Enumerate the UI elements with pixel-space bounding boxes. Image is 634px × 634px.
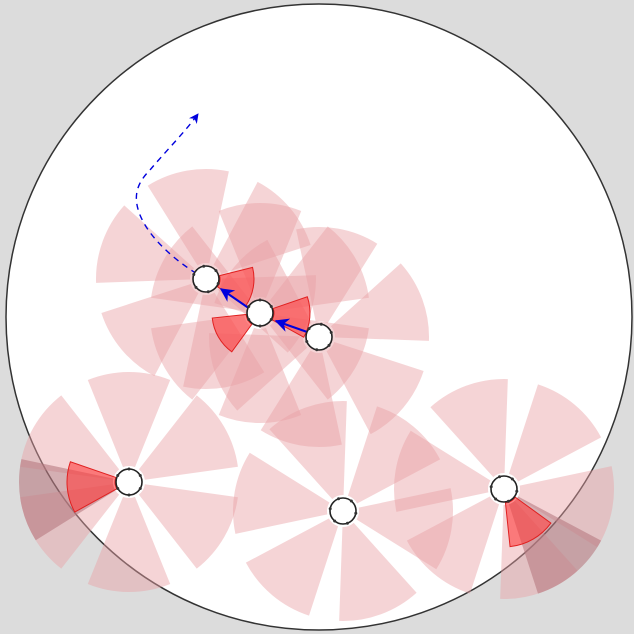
robot-body [305,323,333,351]
robot [489,475,519,503]
sensor-mount [489,485,493,489]
sensor-cone [356,488,453,570]
sensor-cone [232,452,330,534]
sensor-mount [258,324,262,328]
sensor-mount [315,348,319,352]
sensor-mount [247,318,251,321]
sensor-mount [258,298,262,302]
robot [115,467,143,497]
sensor-cone [20,395,120,480]
sensor-cone [347,406,441,504]
sensor-cone [517,466,614,548]
sensor-cone [209,333,308,411]
sensor-mount [269,318,273,321]
sensor-cone [245,518,339,616]
sensor-cone [406,496,500,594]
sensor-mount [506,499,510,503]
sensor-mount [349,499,353,503]
robot-body [115,468,143,496]
sensor-mount [116,487,120,490]
robots [115,264,519,525]
sensor-cone [218,203,302,299]
sensor-mount [329,331,333,335]
sensor-cone [96,205,195,283]
sensor-cone [326,341,424,435]
sensor-cones [19,169,614,621]
sensor-mount [216,281,220,285]
sensor-mount [127,467,131,471]
heading-arrow [274,318,311,334]
sensor-cone [87,496,171,592]
sensor-mount [138,487,142,490]
sensor-mount [333,519,337,523]
sensor-cone [330,263,429,341]
sensor-cone [508,384,602,482]
sensor-mount [328,507,332,511]
sensor-cone [87,372,171,468]
sensor-cone [260,350,342,447]
sensor-mount [305,339,309,343]
robot-body [329,497,357,525]
sensor-mount [354,511,358,515]
sensor-cone [296,227,378,324]
sensor-cone [269,401,347,500]
sensor-cone [339,522,417,621]
sensor-cone [213,181,311,275]
sensor-mount [247,305,251,308]
sensor-cone [430,379,508,478]
active-sensor-cone [216,266,255,307]
sensor-cone [269,226,369,311]
robot [328,497,358,525]
robot [192,264,220,294]
sensor-mount [319,322,323,326]
active-sensor-cone [504,496,552,548]
arena-boundary [5,3,633,631]
sensor-mount [116,474,120,477]
sensor-mount [510,477,514,481]
heading-arrows [219,288,311,334]
sensor-mount [494,497,498,501]
sensor-cone [269,315,369,400]
robot [246,298,274,328]
sensor-mount [214,269,218,273]
sensor-mount [127,493,131,497]
sensor-mount [307,327,311,331]
robot-body [490,475,518,503]
sensor-mount [327,343,331,347]
sensor-mount [269,305,273,308]
sensor-mount [206,290,210,294]
robot-body [246,299,274,327]
active-cones [66,266,552,548]
sensor-mount [138,474,142,477]
active-sensor-cone [66,461,118,513]
sensor-mount [337,497,341,501]
sensor-cone [147,169,229,266]
sensor-cone [101,283,199,377]
robot-body [192,265,220,293]
sensor-cone [138,395,238,480]
sensor-mount [194,285,198,289]
sensor-cone [138,484,238,569]
sensor-cone [218,327,302,423]
robot [305,322,333,352]
planned-trajectory [135,113,207,280]
sensor-cone [394,430,491,512]
sensor-mount [202,264,206,268]
sensor-mount [515,489,519,493]
sensor-mount [345,521,349,525]
sensor-mount [498,475,502,479]
sensor-mount [192,273,196,277]
heading-arrow [219,288,251,310]
